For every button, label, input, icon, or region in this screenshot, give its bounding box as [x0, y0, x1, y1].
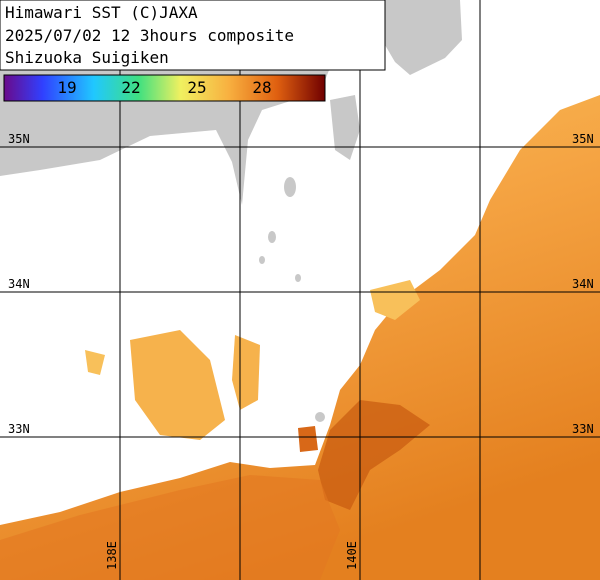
island — [295, 274, 301, 282]
sst-patch — [298, 426, 318, 452]
colorbar-label: 25 — [187, 78, 206, 97]
lat-label: 34N — [8, 277, 30, 291]
sst-patch — [232, 335, 260, 410]
island — [315, 412, 325, 422]
lat-label: 33N — [572, 422, 594, 436]
colorbar-label: 22 — [121, 78, 140, 97]
colorbar-label: 19 — [57, 78, 76, 97]
header-box — [0, 0, 386, 71]
lat-label: 34N — [572, 277, 594, 291]
island — [268, 231, 276, 243]
lat-label: 33N — [8, 422, 30, 436]
sst-patch — [85, 350, 105, 375]
header-line: Himawari SST (C)JAXA — [5, 3, 198, 22]
sst-field — [0, 95, 600, 580]
header-line: 2025/07/02 12 3hours composite — [5, 26, 294, 45]
sst-patch — [130, 330, 225, 440]
island — [284, 177, 296, 197]
lon-label: 140E — [345, 541, 359, 570]
lat-label: 35N — [572, 132, 594, 146]
sst-warm-band — [0, 475, 340, 580]
sst-warm-core — [318, 400, 430, 510]
island — [259, 256, 265, 264]
colorbar — [3, 74, 326, 102]
sst-patch — [370, 280, 420, 320]
land — [330, 95, 360, 160]
header-line: Shizuoka Suigiken — [5, 48, 169, 67]
lon-label: 138E — [105, 541, 119, 570]
lat-label: 35N — [8, 132, 30, 146]
colorbar-label: 28 — [252, 78, 271, 97]
